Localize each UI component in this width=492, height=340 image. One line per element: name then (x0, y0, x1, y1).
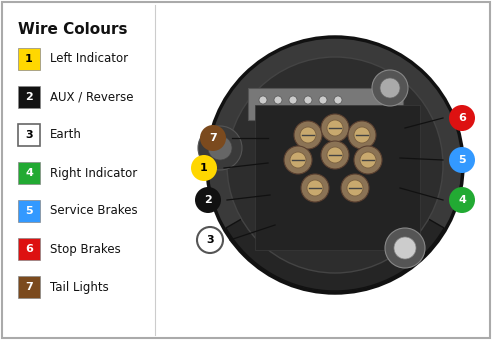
Circle shape (354, 127, 370, 143)
Bar (18, 86, 40, 108)
Text: 5: 5 (25, 206, 33, 216)
Text: AUX / Reverse: AUX / Reverse (50, 90, 133, 103)
Circle shape (284, 146, 312, 174)
Bar (255, 105, 420, 250)
Circle shape (449, 105, 475, 131)
Text: 6: 6 (458, 113, 466, 123)
Circle shape (197, 227, 223, 253)
Text: 4: 4 (458, 195, 466, 205)
Circle shape (274, 96, 282, 104)
Text: Tail Lights: Tail Lights (50, 280, 109, 293)
Circle shape (321, 141, 349, 169)
Circle shape (334, 96, 342, 104)
Text: 6: 6 (25, 244, 33, 254)
Circle shape (354, 146, 382, 174)
Bar (18, 238, 40, 260)
Text: Earth: Earth (50, 129, 82, 141)
Text: 2: 2 (25, 92, 33, 102)
Text: 7: 7 (209, 133, 217, 143)
Circle shape (289, 96, 297, 104)
Wedge shape (226, 165, 444, 291)
Bar (18, 48, 40, 70)
Circle shape (348, 121, 376, 149)
Circle shape (449, 147, 475, 173)
Bar (248, 88, 403, 120)
Bar (18, 276, 40, 298)
Circle shape (200, 125, 226, 151)
Circle shape (208, 136, 232, 160)
Text: 1: 1 (25, 54, 33, 64)
Text: Wire Colours: Wire Colours (18, 22, 127, 37)
Circle shape (301, 174, 329, 202)
Circle shape (319, 96, 327, 104)
Circle shape (191, 155, 217, 181)
Text: Service Brakes: Service Brakes (50, 204, 138, 218)
Text: 3: 3 (25, 130, 33, 140)
Circle shape (294, 121, 322, 149)
Circle shape (321, 114, 349, 142)
Circle shape (304, 96, 312, 104)
Circle shape (227, 57, 443, 273)
Circle shape (372, 70, 408, 106)
Text: 2: 2 (204, 195, 212, 205)
Text: 1: 1 (200, 163, 208, 173)
Circle shape (290, 152, 306, 168)
Text: Stop Brakes: Stop Brakes (50, 242, 121, 255)
Circle shape (385, 228, 425, 268)
Circle shape (394, 237, 416, 259)
Bar (18, 200, 40, 222)
Text: 5: 5 (458, 155, 466, 165)
Text: 3: 3 (206, 235, 214, 245)
Circle shape (327, 147, 343, 163)
Circle shape (195, 187, 221, 213)
Bar (18, 162, 40, 184)
Circle shape (327, 120, 343, 136)
Circle shape (207, 37, 463, 293)
Text: Right Indicator: Right Indicator (50, 167, 137, 180)
Circle shape (449, 187, 475, 213)
Circle shape (360, 152, 376, 168)
Text: 7: 7 (25, 282, 33, 292)
Circle shape (198, 126, 242, 170)
Text: 4: 4 (25, 168, 33, 178)
Circle shape (300, 127, 316, 143)
Circle shape (380, 78, 400, 98)
Circle shape (347, 180, 363, 196)
Text: Left Indicator: Left Indicator (50, 52, 128, 66)
Bar (18, 124, 40, 146)
Circle shape (259, 96, 267, 104)
Circle shape (307, 180, 323, 196)
Circle shape (341, 174, 369, 202)
